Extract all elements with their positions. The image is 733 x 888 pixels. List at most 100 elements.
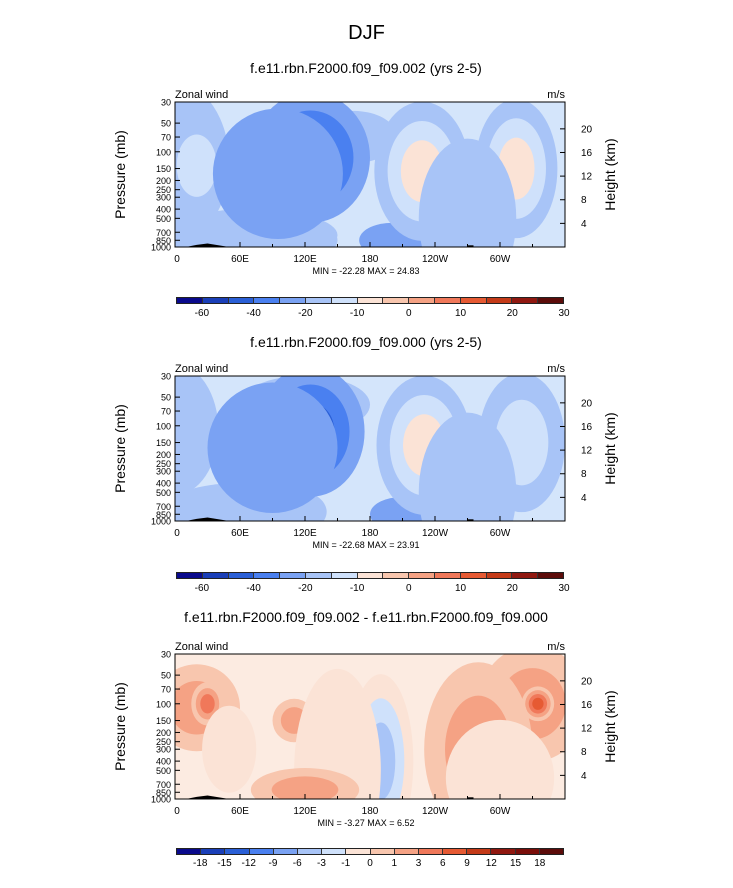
y2-tick-label: 8 bbox=[581, 747, 587, 758]
colorbar-tick-label: -9 bbox=[268, 858, 278, 869]
y-tick-label: 30 bbox=[161, 372, 171, 382]
colorbar-swatch bbox=[254, 298, 281, 303]
y2-axis-label: Height (km) bbox=[602, 412, 618, 484]
colorbar-swatch bbox=[409, 298, 435, 303]
colorbar-swatch bbox=[394, 849, 419, 854]
colorbar-swatch bbox=[383, 298, 410, 303]
panel-subtitle: f.e11.rbn.F2000.f09_f09.000 (yrs 2-5) bbox=[250, 334, 482, 350]
x-tick-label: 60E bbox=[231, 806, 249, 817]
y2-tick-label: 4 bbox=[581, 219, 587, 230]
colorbar-swatch bbox=[486, 573, 513, 578]
contour-field bbox=[175, 376, 565, 521]
colorbar-swatch bbox=[434, 298, 461, 303]
colorbar-swatch bbox=[249, 849, 274, 854]
x-tick-label: 60E bbox=[231, 528, 249, 539]
x-tick-label: 60W bbox=[490, 254, 511, 265]
colorbar-swatch bbox=[515, 849, 540, 854]
panel-subtitle: f.e11.rbn.F2000.f09_f09.002 - f.e11.rbn.… bbox=[184, 609, 548, 625]
colorbar-swatch bbox=[370, 849, 395, 854]
y-tick-label: 850 bbox=[156, 510, 171, 520]
y-tick-label: 300 bbox=[156, 467, 171, 477]
colorbar-tick-label: 6 bbox=[439, 858, 446, 869]
colorbar-swatch bbox=[322, 849, 347, 854]
y-tick-label: 850 bbox=[156, 236, 171, 246]
colorbar-tick-label: 18 bbox=[534, 858, 546, 869]
colorbar-tick-label: 15 bbox=[509, 858, 522, 869]
colorbar-2 bbox=[176, 572, 564, 579]
colorbar-tick-label: -10 bbox=[349, 583, 365, 594]
colorbar-swatch bbox=[357, 298, 384, 303]
colorbar-tick-label: -60 bbox=[194, 308, 210, 319]
x-tick-label: 120W bbox=[422, 528, 449, 539]
colorbar-tick-label: -12 bbox=[241, 858, 256, 869]
zonal-wind-panel-1: f.e11.rbn.F2000.f09_f09.002 (yrs 2-5) Zon… bbox=[112, 60, 618, 276]
x-tick-label: 120E bbox=[293, 254, 317, 265]
contour-band bbox=[271, 776, 339, 799]
x-tick-label: 120W bbox=[422, 806, 449, 817]
y-tick-label: 300 bbox=[156, 193, 171, 203]
contour-band bbox=[200, 694, 215, 714]
colorbar-tick-label: -10 bbox=[349, 308, 365, 319]
y2-tick-label: 12 bbox=[581, 724, 593, 735]
units-label: m/s bbox=[547, 89, 565, 101]
colorbar-swatch bbox=[177, 849, 202, 854]
colorbar-swatch bbox=[460, 298, 487, 303]
colorbar-tick-label: -18 bbox=[193, 858, 208, 869]
colorbar-tick-label: 0 bbox=[406, 308, 412, 319]
colorbar-swatch bbox=[201, 849, 226, 854]
colorbar-3 bbox=[176, 848, 564, 855]
colorbar-swatch bbox=[297, 849, 323, 854]
colorbar-tick-label: 9 bbox=[464, 858, 470, 869]
min-max-stats: MIN = -22.68 MAX = 23.91 bbox=[312, 540, 419, 550]
colorbar-swatch bbox=[177, 573, 203, 578]
colorbar-swatch bbox=[512, 573, 539, 578]
contour-band bbox=[294, 668, 381, 799]
y-tick-label: 100 bbox=[156, 421, 171, 431]
y-axis-label: Pressure (mb) bbox=[112, 130, 128, 219]
y-tick-label: 30 bbox=[161, 650, 171, 660]
colorbar-tick-label: 30 bbox=[558, 308, 570, 319]
colorbar-tick-label: 20 bbox=[506, 308, 518, 319]
y-tick-label: 50 bbox=[161, 119, 171, 129]
y-tick-label: 70 bbox=[161, 685, 171, 695]
contour-band bbox=[202, 705, 257, 793]
colorbar-tick-label: 30 bbox=[558, 583, 570, 594]
colorbar-swatch bbox=[460, 573, 487, 578]
y-tick-label: 400 bbox=[156, 757, 171, 767]
y2-axis-label: Height (km) bbox=[602, 138, 618, 210]
colorbar-1-labels: -60 -40 -20 -10 0 10 20 30 bbox=[176, 308, 570, 320]
x-tick-label: 180 bbox=[362, 254, 379, 265]
y-tick-label: 150 bbox=[156, 164, 171, 174]
colorbar-swatch bbox=[357, 573, 384, 578]
y-tick-label: 250 bbox=[156, 737, 171, 747]
colorbar-tick-label: -15 bbox=[217, 858, 232, 869]
y2-tick-label: 20 bbox=[581, 676, 593, 687]
colorbar-tick-label: 0 bbox=[406, 583, 412, 594]
colorbar-tick-label: -6 bbox=[292, 858, 302, 869]
colorbar-swatch bbox=[228, 298, 255, 303]
y2-tick-label: 12 bbox=[581, 172, 593, 183]
x-tick-label: 60W bbox=[490, 806, 511, 817]
colorbar-swatch bbox=[202, 298, 229, 303]
colorbar-swatch bbox=[305, 573, 332, 578]
colorbar-swatch bbox=[331, 573, 358, 578]
y2-tick-label: 16 bbox=[581, 148, 593, 159]
min-max-stats: MIN = -22.28 MAX = 24.83 bbox=[312, 266, 419, 276]
x-tick-label: 180 bbox=[362, 806, 379, 817]
colorbar-tick-label: 3 bbox=[415, 858, 422, 869]
y-tick-label: 200 bbox=[156, 176, 171, 186]
y2-tick-label: 8 bbox=[581, 195, 587, 206]
y-tick-label: 250 bbox=[156, 459, 171, 469]
variable-label: Zonal wind bbox=[175, 641, 228, 653]
colorbar-swatch bbox=[177, 298, 203, 303]
colorbar-tick-label: 1 bbox=[391, 858, 398, 869]
units-label: m/s bbox=[547, 641, 565, 653]
colorbar-swatch bbox=[228, 573, 255, 578]
y-tick-label: 100 bbox=[156, 147, 171, 157]
colorbar-tick-label: -40 bbox=[246, 583, 261, 594]
y2-tick-label: 4 bbox=[581, 771, 587, 782]
x-tick-label: 120E bbox=[293, 528, 317, 539]
colorbar-swatch bbox=[280, 573, 306, 578]
colorbar-tick-label: -1 bbox=[341, 858, 351, 869]
colorbar-swatch bbox=[443, 849, 468, 854]
